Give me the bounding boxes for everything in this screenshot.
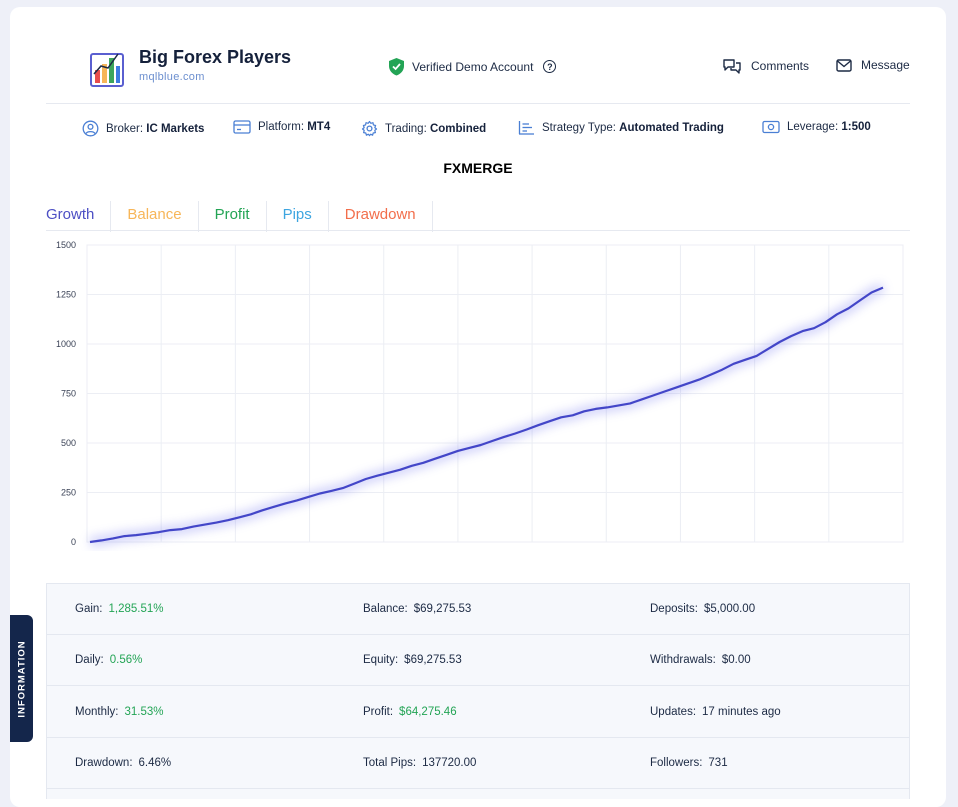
info-updates-label: Updates:	[650, 705, 697, 718]
comments-button[interactable]: Comments	[722, 58, 809, 74]
meta-strategy-label: Strategy Type:	[542, 121, 616, 134]
tab-growth[interactable]: Growth	[46, 201, 112, 232]
info-total-pips: Total Pips: 137720.00	[363, 738, 476, 788]
meta-platform-label: Platform:	[258, 121, 305, 133]
system-name: FXMERGE	[443, 160, 513, 176]
info-withdrawals-value: $0.00	[721, 654, 751, 666]
meta-trading: Trading: Combined	[361, 120, 486, 137]
y-tick-label: 1500	[56, 240, 76, 250]
meta-platform-value: MT4	[307, 121, 331, 133]
info-monthly: Monthly: 31.53%	[75, 686, 163, 737]
info-gain: Gain: 1,285.51%	[75, 584, 164, 634]
info-balance-label: Balance:	[363, 603, 408, 615]
info-deposits-value: $5,000.00	[703, 603, 756, 615]
info-withdrawals: Withdrawals: $0.00	[650, 635, 751, 685]
y-tick-label: 500	[61, 438, 76, 448]
gear-icon	[361, 120, 378, 137]
banknote-icon	[762, 120, 780, 134]
info-equity: Equity: $69,275.53	[363, 635, 462, 685]
meta-leverage-label: Leverage:	[787, 121, 839, 133]
user-circle-icon	[82, 120, 99, 137]
info-daily-value: 0.56%	[109, 654, 143, 666]
tab-pips[interactable]: Pips	[267, 201, 329, 232]
meta-trading-value: Combined	[429, 122, 487, 135]
brand-url-link[interactable]: mqlblue.com	[139, 71, 205, 83]
info-followers-value: 731	[708, 757, 728, 769]
growth-chart: 0 250 500 750 1000 1250 1500	[56, 240, 904, 547]
info-row: Daily: 0.56% Equity: $69,275.53 Withdrawal…	[47, 635, 909, 686]
bar-list-icon	[518, 121, 534, 135]
info-updates-value: 17 minutes ago	[702, 705, 781, 718]
info-balance-value: $69,275.53	[413, 603, 472, 615]
info-equity-label: Equity:	[363, 654, 399, 666]
brand-title: Big Forex Players	[139, 47, 292, 67]
information-side-tab[interactable]: INFORMATION	[10, 615, 33, 742]
tab-profit[interactable]: Profit	[199, 201, 267, 232]
info-monthly-value: 31.53%	[124, 705, 164, 718]
meta-strategy: Strategy Type: Automated Trading	[518, 120, 724, 135]
information-side-label: INFORMATION	[16, 639, 27, 718]
info-followers: Followers: 731	[650, 738, 728, 788]
tab-balance[interactable]: Balance	[111, 201, 199, 232]
info-table: Gain: 1,285.51% Balance: $69,275.53 Deposi…	[46, 583, 910, 799]
help-icon[interactable]: ?	[543, 60, 557, 73]
meta-broker: Broker: IC Markets	[82, 120, 204, 137]
info-profit-label: Profit:	[363, 705, 394, 718]
meta-strategy-value: Automated Trading	[619, 121, 724, 134]
comments-label: Comments	[751, 59, 810, 73]
info-gain-value: 1,285.51%	[108, 603, 164, 615]
info-row: Gain: 1,285.51% Balance: $69,275.53 Deposi…	[47, 584, 909, 635]
bar-chart-logo-icon	[90, 53, 124, 87]
info-withdrawals-label: Withdrawals:	[650, 654, 716, 666]
info-total-pips-value: 137720.00	[422, 757, 477, 769]
info-daily: Daily: 0.56%	[75, 635, 142, 685]
meta-leverage: Leverage: 1:500	[762, 120, 871, 134]
info-profit-value: $64,275.46	[399, 705, 457, 718]
y-tick-label: 0	[71, 537, 76, 547]
info-balance: Balance: $69,275.53	[363, 584, 471, 634]
chat-bubbles-icon	[723, 59, 741, 74]
y-tick-label: 250	[61, 488, 76, 498]
info-monthly-label: Monthly:	[75, 705, 119, 718]
info-row: Monthly: 31.53% Profit: $64,275.46 Updates…	[47, 686, 909, 738]
info-row: Drawdown: 6.46% Total Pips: 137720.00 Foll…	[47, 738, 909, 789]
message-button[interactable]: Message	[836, 58, 910, 72]
verified-label: Verified Demo Account	[412, 59, 534, 74]
info-deposits-label: Deposits:	[650, 603, 698, 615]
meta-broker-value: IC Markets	[146, 122, 205, 135]
info-drawdown: Drawdown: 6.46%	[75, 738, 171, 788]
y-tick-label: 750	[61, 389, 76, 399]
info-deposits: Deposits: $5,000.00	[650, 584, 755, 634]
y-tick-label: 1250	[56, 290, 76, 300]
growth-line-glow	[89, 283, 885, 547]
credit-card-icon	[233, 120, 251, 134]
chart-tabs: Growth Balance Profit Pips Drawdown	[46, 201, 433, 232]
y-tick-label: 1000	[56, 339, 76, 349]
info-updates: Updates: 17 minutes ago	[650, 686, 781, 737]
meta-broker-label: Broker:	[106, 122, 144, 135]
tab-drawdown[interactable]: Drawdown	[329, 201, 433, 232]
verified-badge: Verified Demo Account ?	[388, 57, 557, 76]
growth-line	[89, 286, 884, 544]
info-equity-value: $69,275.53	[404, 654, 462, 666]
info-daily-label: Daily:	[75, 654, 104, 666]
info-drawdown-value: 6.46%	[138, 757, 172, 769]
meta-trading-label: Trading:	[385, 122, 427, 135]
info-drawdown-label: Drawdown:	[75, 757, 133, 769]
info-profit: Profit: $64,275.46	[363, 686, 457, 737]
header-divider	[46, 103, 910, 104]
meta-leverage-value: 1:500	[841, 121, 871, 133]
info-gain-label: Gain:	[75, 603, 103, 615]
info-followers-label: Followers:	[650, 757, 703, 769]
shield-check-icon	[389, 58, 404, 76]
meta-platform: Platform: MT4	[233, 120, 330, 134]
envelope-icon	[836, 58, 852, 72]
info-total-pips-label: Total Pips:	[363, 757, 417, 769]
system-card: Big Forex Players mqlblue.com Verified D…	[10, 7, 946, 807]
tabs-divider	[46, 230, 910, 231]
message-label: Message	[861, 58, 910, 72]
